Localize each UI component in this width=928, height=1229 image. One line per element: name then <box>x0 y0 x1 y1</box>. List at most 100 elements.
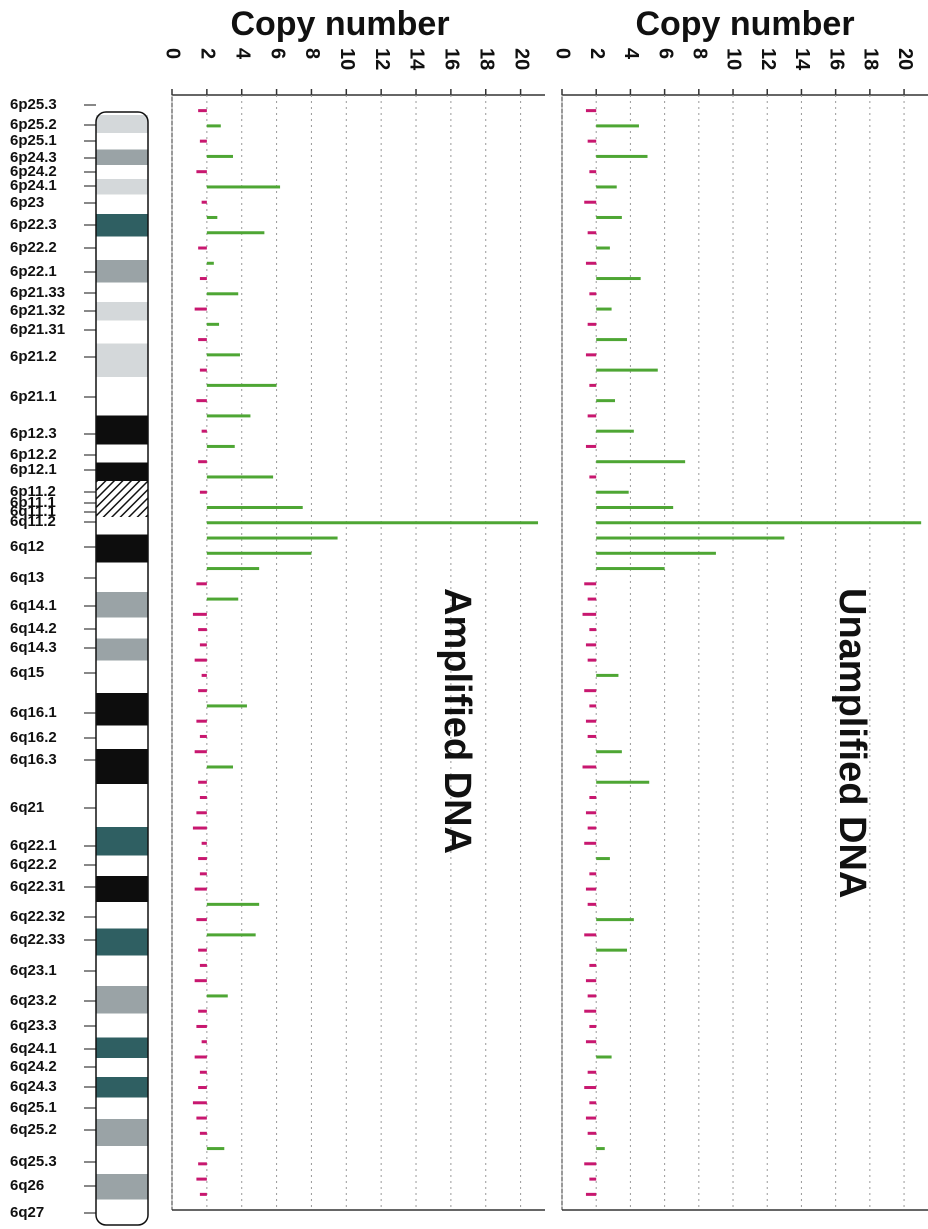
band-label: 6p25.1 <box>10 132 57 149</box>
copy-number-bar <box>587 734 597 738</box>
copy-number-bar <box>596 429 634 433</box>
chromosome-band <box>96 444 148 463</box>
copy-number-bar <box>585 444 597 448</box>
copy-number-bar <box>589 872 597 876</box>
copy-number-bar <box>589 383 597 387</box>
x-tick-label: 12 <box>371 48 393 70</box>
chromosome-band <box>96 260 148 283</box>
copy-number-bar <box>192 1101 207 1105</box>
band-label: 6q23.2 <box>10 992 57 1009</box>
copy-number-bar <box>589 704 597 708</box>
chromosome-band <box>96 415 148 445</box>
band-label: 6q22.2 <box>10 856 57 873</box>
band-label: 6q11.1 <box>10 503 56 520</box>
band-label: 6p25.3 <box>10 96 57 113</box>
copy-number-bar <box>596 246 610 250</box>
copy-number-bar <box>199 872 207 876</box>
band-label: 6q27 <box>10 1204 44 1221</box>
copy-number-bar <box>201 429 207 433</box>
x-tick-label: 14 <box>791 48 813 71</box>
band-label: 6p21.2 <box>10 348 57 365</box>
copy-number-bar <box>589 1177 597 1181</box>
copy-number-bar <box>194 887 207 891</box>
copy-number-bar <box>194 979 207 983</box>
annotation: Unamplified DNA <box>831 588 873 898</box>
chromosome-outline <box>95 111 149 1226</box>
band-label: 6p23 <box>10 194 44 211</box>
copy-number-bar <box>199 963 207 967</box>
x-tick-label: 14 <box>406 48 428 71</box>
copy-number-bar <box>199 734 207 738</box>
copy-number-bar <box>198 948 207 952</box>
copy-number-bar <box>596 368 658 372</box>
axis-title: Copy number <box>635 5 854 43</box>
x-tick-label: 16 <box>825 48 847 70</box>
copy-number-bar <box>196 1177 207 1181</box>
chromosome-band <box>96 236 148 260</box>
x-tick-label: 2 <box>197 48 219 59</box>
copy-number-bar <box>585 261 597 265</box>
chromosome-band <box>96 1174 148 1200</box>
copy-number-bar <box>199 796 207 800</box>
copy-number-bar <box>596 1147 605 1151</box>
band-label: 6p24.1 <box>10 177 57 194</box>
copy-number-bar <box>589 1101 597 1105</box>
x-tick-label: 16 <box>441 48 463 70</box>
chromosome-band <box>96 562 148 592</box>
copy-number-bar <box>199 139 207 143</box>
chromosome-band <box>96 928 148 956</box>
copy-number-bar <box>585 811 597 815</box>
band-label: 6q14.2 <box>10 620 57 637</box>
chromosome-band <box>96 693 148 726</box>
copy-number-bar <box>198 1086 207 1090</box>
chromosome-band <box>96 986 148 1014</box>
band-label: 6p21.32 <box>10 302 65 319</box>
chromosome-band <box>96 1119 148 1146</box>
x-tick-label: 6 <box>654 48 676 59</box>
copy-number-bar <box>201 200 207 204</box>
chromosome-band <box>96 214 148 237</box>
copy-number-bar <box>587 1131 597 1135</box>
band-label: 6q23.1 <box>10 962 57 979</box>
band-label: 6q22.31 <box>10 878 65 895</box>
chromosome-band <box>96 617 148 639</box>
chromosome-band <box>96 1013 148 1038</box>
chromosome-band <box>96 149 148 165</box>
chromosome-band <box>96 902 148 929</box>
copy-number-bar <box>585 109 597 113</box>
copy-number-bar <box>585 1116 597 1120</box>
copy-number-bar <box>596 521 922 525</box>
copy-number-bar <box>589 292 597 296</box>
copy-number-bar <box>196 582 207 586</box>
x-tick-label: 20 <box>894 48 916 70</box>
copy-number-bar <box>596 307 612 311</box>
copy-number-bar <box>596 215 622 219</box>
copy-number-bar <box>206 536 338 540</box>
band-label: 6q14.3 <box>10 639 57 656</box>
x-tick-label: 0 <box>162 48 184 59</box>
band-label: 6q22.33 <box>10 931 65 948</box>
copy-number-bar <box>587 826 597 830</box>
chromosome-band <box>96 784 148 827</box>
copy-number-bar <box>199 1131 207 1135</box>
copy-number-bar <box>596 154 648 158</box>
copy-number-bar <box>585 353 597 357</box>
copy-number-bar <box>596 918 634 922</box>
copy-number-bar <box>596 1055 612 1059</box>
copy-number-bar <box>584 200 597 204</box>
band-label: 6q23.3 <box>10 1017 57 1034</box>
x-tick-label: 2 <box>586 48 608 59</box>
band-label: 6p21.31 <box>10 321 65 338</box>
copy-number-bar <box>587 1070 597 1074</box>
copy-number-bar <box>196 719 207 723</box>
copy-number-bar <box>206 154 234 158</box>
chromosome-band <box>96 592 148 618</box>
band-label: 6q12 <box>10 538 44 555</box>
band-label: 6p22.3 <box>10 216 57 233</box>
copy-number-bar <box>206 124 221 128</box>
copy-number-bar <box>201 841 207 845</box>
copy-number-bar <box>585 719 597 723</box>
copy-number-bar <box>596 750 622 754</box>
copy-number-bar <box>587 658 597 662</box>
